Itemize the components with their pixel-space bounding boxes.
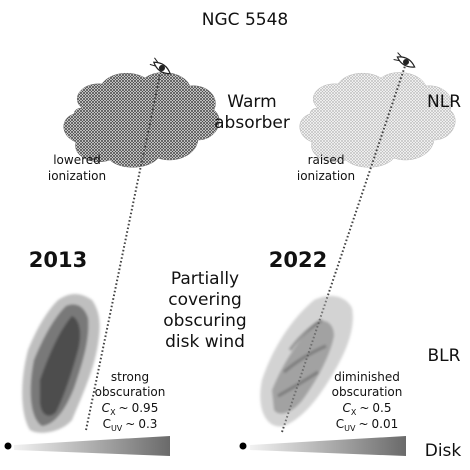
year-label-2022: 2022 [269,248,327,272]
ionization-label-2013-line2: ionization [48,169,106,183]
ionization-label-2022-line1: raised [308,153,345,167]
accretion-disk-2022 [250,436,406,456]
obscuration-label-2022-line1: diminished [334,370,400,384]
obscuration-label-2013-line1: strong [111,370,149,384]
warm-absorber-cloud-2013 [63,72,220,168]
black-hole-dot-2022 [239,442,247,450]
blr-label: BLR [428,346,461,366]
warm-absorber-label-line1: Warm [227,92,276,112]
cuv-readout-2022: CUV ~0.01 [336,417,399,433]
black-hole-dot-2013 [4,442,12,450]
disk-wind-2013 [22,294,100,433]
disk-label: Disk [425,441,462,461]
ionization-label-2022-line2: ionization [297,169,355,183]
warm-absorber-label-line2: absorber [214,113,290,133]
panel-2013: lowered ionization 2013 strong obscurati… [4,57,220,456]
cx-readout-2022: CX ~0.5 [342,401,391,417]
diagram-title: NGC 5548 [202,10,288,30]
eye-icon [149,57,172,75]
cuv-readout-2013: CUV ~0.3 [103,417,158,433]
disk-wind-label-line4: disk wind [165,332,245,352]
disk-wind-label-line1: Partially [171,269,239,289]
accretion-disk-2013 [14,436,170,456]
ionization-label-2013-line1: lowered [53,153,101,167]
disk-wind-label-line2: covering [168,290,242,310]
disk-wind-2022 [260,295,353,427]
obscuration-label-2013-line2: obscuration [95,385,166,399]
cx-readout-2013: CX ~0.95 [102,401,159,417]
disk-wind-label-line3: obscuring [163,311,246,331]
nlr-label: NLR [427,92,461,112]
panel-2022: NLR raised ionization 2022 BLR diminishe… [239,52,462,461]
eye-icon-2022 [393,52,416,68]
year-label-2013: 2013 [29,248,87,272]
warm-absorber-cloud-2022 [299,72,456,168]
obscuration-label-2022-line2: obscuration [332,385,403,399]
